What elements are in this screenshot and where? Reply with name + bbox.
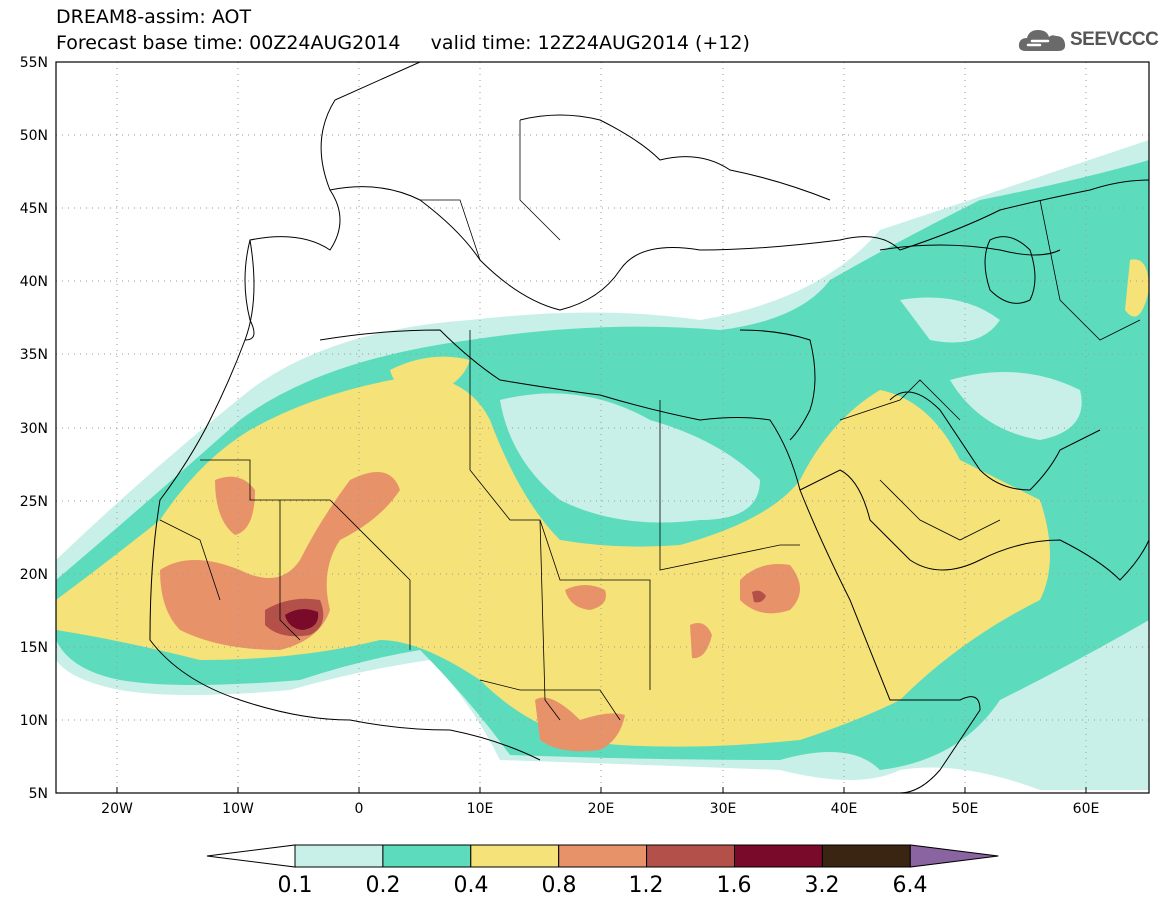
lon-tick-label: 40E xyxy=(831,801,858,817)
graticule xyxy=(56,62,1149,793)
aot-field xyxy=(56,140,1149,790)
colorbar-swatch xyxy=(734,844,823,868)
colorbar-swatch xyxy=(470,844,560,868)
chart-title: DREAM8-assim: AOT xyxy=(56,6,252,28)
aot-band-0.4 xyxy=(1125,259,1149,317)
coastlines xyxy=(149,62,1149,793)
aot-band-0.1 xyxy=(500,393,760,523)
axis-ticks xyxy=(116,787,1087,793)
lat-tick-label: 30N xyxy=(20,421,48,437)
aot-band-0.8 xyxy=(565,585,606,610)
colorbar-label: 1.2 xyxy=(629,873,664,898)
lat-tick-label: 10N xyxy=(20,713,48,729)
lat-tick-label: 35N xyxy=(20,347,48,363)
logo-text: SEEVCCC xyxy=(1070,29,1159,50)
colorbar-swatch xyxy=(558,844,648,868)
lon-tick-label: 10W xyxy=(222,801,254,817)
colorbar-swatch xyxy=(821,844,911,868)
colorbar-swatch xyxy=(909,844,999,868)
aot-band-1.6 xyxy=(285,609,319,630)
aot-band-0.4 xyxy=(390,356,470,395)
lon-tick-label: 20E xyxy=(588,801,615,817)
lat-tick-label: 25N xyxy=(20,494,48,510)
lon-tick-label: 60E xyxy=(1073,801,1100,817)
aot-band-0.1 xyxy=(900,297,1000,343)
lat-tick-label: 45N xyxy=(20,201,48,217)
colorbar-label: 3.2 xyxy=(805,873,840,898)
lon-tick-label: 0 xyxy=(355,801,364,817)
lon-tick-label: 10E xyxy=(467,801,494,817)
lat-tick-label: 15N xyxy=(20,640,48,656)
colorbar-swatches xyxy=(206,844,999,868)
seevccc-logo: SEEVCCC xyxy=(1018,25,1159,55)
colorbar-swatch xyxy=(294,844,384,868)
colorbar-labels: 0.1 0.2 0.4 0.8 1.2 1.6 3.2 6.4 xyxy=(278,873,928,898)
lat-tick-label: 50N xyxy=(20,128,48,144)
colorbar-swatch xyxy=(206,844,296,868)
country-borders xyxy=(159,120,1141,721)
lat-tick-label: 55N xyxy=(20,55,48,71)
aot-band-0.8 xyxy=(690,622,712,659)
colorbar-label: 0.2 xyxy=(366,873,401,898)
lon-tick-label: 50E xyxy=(952,801,979,817)
colorbar-label: 6.4 xyxy=(893,873,928,898)
aot-band-0.1 xyxy=(950,372,1082,440)
aot-band-0.8 xyxy=(215,476,255,535)
lat-tick-label: 40N xyxy=(20,274,48,290)
colorbar-swatch xyxy=(382,844,472,868)
lon-tick-label: 30E xyxy=(710,801,737,817)
lat-tick-labels: 5N 10N 15N 20N 25N 30N 35N 40N 45N 50N 5… xyxy=(20,55,48,802)
lon-tick-label: 20W xyxy=(101,801,133,817)
colorbar-label: 0.8 xyxy=(542,873,577,898)
map-frame xyxy=(55,61,1150,794)
aot-band-0.8 xyxy=(535,697,625,752)
aot-band-1.2 xyxy=(752,590,766,603)
colorbar-swatch xyxy=(646,844,735,868)
aot-band-0.8 xyxy=(160,472,400,650)
colorbar-label: 0.1 xyxy=(278,873,313,898)
colorbar-label: 0.4 xyxy=(454,873,489,898)
colorbar-label: 1.6 xyxy=(717,873,752,898)
lon-tick-labels: 20W 10W 0 10E 20E 30E 40E 50E 60E xyxy=(101,801,1099,817)
lat-tick-label: 5N xyxy=(29,786,48,802)
lat-tick-label: 20N xyxy=(20,567,48,583)
aot-band-0.4 xyxy=(56,375,1050,747)
cloud-icon xyxy=(1018,30,1066,51)
chart-subtitle: Forecast base time: 00Z24AUG2014 valid t… xyxy=(56,32,750,54)
